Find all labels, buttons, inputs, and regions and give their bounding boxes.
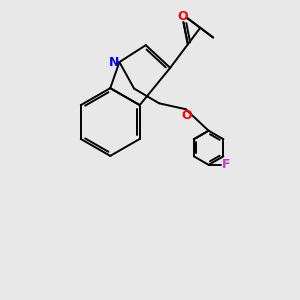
Text: N: N <box>109 56 119 69</box>
Text: O: O <box>178 11 188 23</box>
Text: F: F <box>222 158 230 171</box>
Text: O: O <box>181 109 191 122</box>
